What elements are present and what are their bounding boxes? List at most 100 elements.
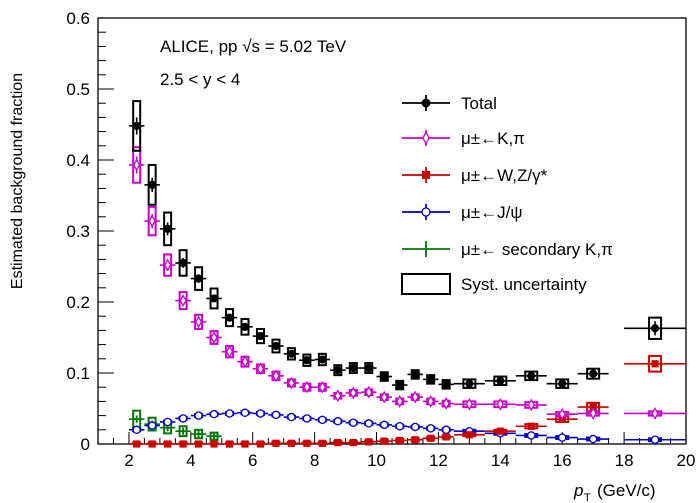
data-point — [651, 407, 659, 420]
data-point — [349, 418, 358, 427]
data-point — [527, 371, 536, 380]
data-point — [241, 355, 249, 368]
data-point — [210, 440, 218, 448]
data-point — [427, 434, 435, 442]
data-point — [256, 331, 265, 341]
data-point — [380, 420, 389, 430]
data-point — [349, 363, 358, 373]
data-point — [349, 386, 357, 400]
data-point — [272, 439, 280, 447]
data-point — [194, 411, 203, 420]
data-point — [271, 341, 281, 351]
data-point — [210, 331, 218, 344]
data-point — [395, 380, 404, 390]
data-point — [496, 376, 505, 385]
data-point — [133, 158, 141, 172]
data-point — [164, 440, 172, 448]
series-1 — [128, 146, 686, 421]
x-axis-label-p: p — [573, 481, 583, 500]
data-point — [256, 362, 265, 376]
data-point — [303, 439, 311, 447]
data-point — [426, 375, 435, 384]
x-tick-label: 18 — [615, 451, 634, 470]
annotation-line-1: ALICE, pp √s = 5.02 TeV — [160, 37, 347, 56]
legend-label: μ±← secondary K,π — [461, 240, 613, 259]
data-point — [465, 397, 473, 411]
legend-entry: Total — [402, 94, 497, 113]
data-point — [589, 369, 598, 378]
data-point — [147, 421, 157, 430]
data-point — [465, 431, 473, 439]
data-point — [589, 407, 597, 420]
data-point — [132, 425, 141, 435]
data-point — [527, 398, 535, 412]
data-point — [442, 380, 451, 389]
series-3 — [128, 408, 686, 444]
series-4 — [128, 409, 222, 441]
data-point — [411, 436, 419, 444]
data-point — [396, 436, 404, 445]
data-point — [225, 440, 234, 448]
data-point — [442, 397, 450, 410]
legend: Total μ±←K,π μ±←W,Z/γ* μ±←J/ψ μ±← secondary … — [401, 94, 613, 295]
data-point — [271, 410, 281, 420]
legend-label: μ±←K,π — [461, 129, 525, 148]
data-point — [240, 322, 250, 331]
data-point — [272, 369, 280, 383]
data-point — [411, 390, 419, 404]
x-tick-label: 12 — [429, 451, 448, 470]
data-point — [318, 380, 326, 394]
y-axis-label: Estimated background fraction — [9, 73, 26, 289]
data-point — [318, 415, 327, 425]
legend-entry: μ±←K,π — [402, 129, 525, 148]
data-point — [465, 379, 474, 388]
x-axis-label-unit: (GeV/c) — [597, 481, 656, 500]
data-point — [651, 360, 659, 368]
data-point — [349, 438, 357, 447]
legend-syst-box — [401, 273, 451, 295]
data-point — [364, 363, 373, 373]
data-point — [558, 407, 566, 421]
data-point — [318, 439, 326, 447]
data-point — [148, 214, 156, 228]
data-point — [287, 349, 296, 358]
data-point — [333, 417, 343, 426]
data-point — [303, 380, 311, 394]
y-tick-label: 0.4 — [66, 151, 90, 170]
legend-entry: μ±← secondary K,π — [402, 240, 613, 259]
data-point — [527, 431, 536, 440]
y-tick-label: 0 — [81, 435, 90, 454]
data-point — [588, 434, 598, 444]
x-tick-label: 6 — [248, 451, 257, 470]
data-point — [365, 385, 373, 399]
data-point — [179, 258, 188, 268]
data-point — [441, 425, 451, 435]
data-point — [496, 397, 504, 411]
x-tick-label: 4 — [186, 451, 195, 470]
axis-ticks: 2 4 6 8 10 12 14 16 18 20 0 0.1 0.2 0.3 0.4 0.5 0.6 — [66, 9, 695, 470]
data-point — [225, 313, 234, 322]
x-tick-label: 20 — [677, 451, 696, 470]
data-point — [380, 437, 388, 445]
data-point — [148, 180, 157, 189]
data-point — [334, 389, 342, 403]
data-point — [179, 440, 187, 448]
data-point — [302, 356, 311, 365]
x-tick-label: 2 — [124, 451, 133, 470]
data-point — [410, 422, 420, 432]
legend-marker — [421, 207, 431, 217]
annotation: ALICE, pp √s = 5.02 TeV 2.5 < y < 4 — [160, 37, 347, 89]
series-layer — [128, 100, 686, 448]
data-point — [179, 427, 187, 435]
data-point — [427, 395, 435, 408]
data-point — [256, 409, 265, 418]
data-point — [380, 390, 388, 404]
y-tick-label: 0.3 — [66, 222, 90, 241]
data-point — [132, 121, 141, 131]
data-point — [133, 440, 141, 448]
data-point — [558, 379, 567, 388]
data-point — [589, 403, 597, 411]
data-point — [164, 258, 172, 272]
data-point — [650, 324, 660, 333]
